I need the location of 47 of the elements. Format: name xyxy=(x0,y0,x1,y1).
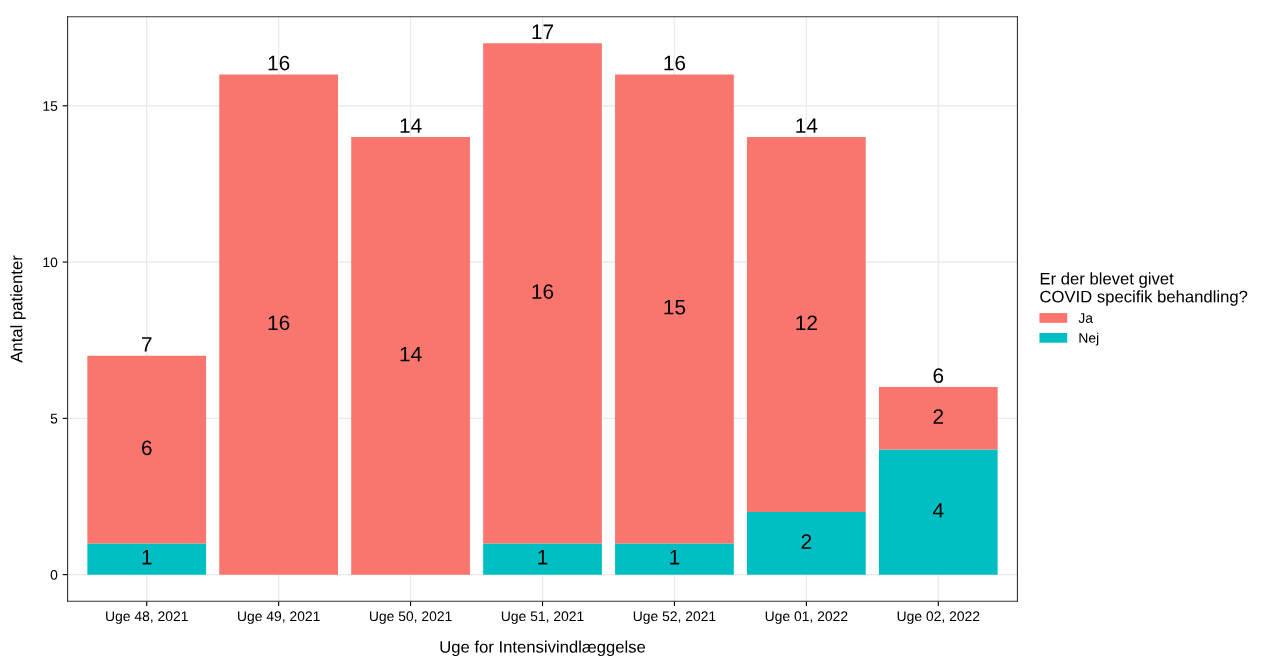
y-tick-label: 10 xyxy=(43,257,58,268)
total-label: 16 xyxy=(664,55,686,71)
total-label: 14 xyxy=(400,118,422,133)
data-label: 1 xyxy=(670,550,680,565)
bar xyxy=(87,355,207,544)
bar xyxy=(615,74,734,544)
data-label: 15 xyxy=(664,300,686,315)
bar xyxy=(219,74,339,575)
bar xyxy=(878,387,998,450)
bar xyxy=(615,543,734,575)
x-tick-label: Uge 02, 2022 xyxy=(897,611,980,624)
x-tick-label: Uge 52, 2021 xyxy=(633,611,716,624)
data-label: 4 xyxy=(932,503,944,518)
bar xyxy=(878,449,998,575)
y-tick-label: 5 xyxy=(50,413,58,424)
data-label: 6 xyxy=(142,440,152,456)
x-tick-label: Uge 50, 2021 xyxy=(369,611,452,624)
legend-label: Nej xyxy=(1079,332,1099,346)
data-label: 1 xyxy=(142,550,152,565)
data-label: 2 xyxy=(801,534,812,549)
data-label: 1 xyxy=(538,550,548,565)
legend-label: Ja xyxy=(1078,313,1094,323)
bar xyxy=(483,43,602,544)
total-label: 6 xyxy=(933,368,944,383)
bar xyxy=(351,137,470,575)
total-label: 14 xyxy=(796,118,818,133)
bar xyxy=(483,543,602,575)
x-tick-label: Uge 51, 2021 xyxy=(501,611,584,624)
x-tick-label: Uge 48, 2021 xyxy=(106,611,188,624)
bar xyxy=(747,512,866,575)
bar xyxy=(747,137,866,513)
y-axis-title: Antal patienter xyxy=(10,255,26,363)
total-label: 16 xyxy=(268,55,290,71)
data-label: 2 xyxy=(933,409,944,424)
data-label: 16 xyxy=(532,284,554,299)
legend-title: Er der blevet givet COVID specifik behandling? xyxy=(1040,272,1248,306)
data-label: 16 xyxy=(268,315,290,331)
total-label: 7 xyxy=(142,337,152,352)
total-label: 17 xyxy=(532,24,554,39)
x-axis-title: Uge for Intensivindlæggelse xyxy=(440,640,646,657)
y-tick-label: 15 xyxy=(43,101,58,111)
bar xyxy=(87,543,207,575)
x-tick-label: Uge 01, 2022 xyxy=(765,611,848,624)
y-tick-label: 0 xyxy=(50,569,58,580)
data-label: 12 xyxy=(796,315,817,330)
data-label: 14 xyxy=(400,346,422,362)
x-tick-label: Uge 49, 2021 xyxy=(238,611,320,624)
